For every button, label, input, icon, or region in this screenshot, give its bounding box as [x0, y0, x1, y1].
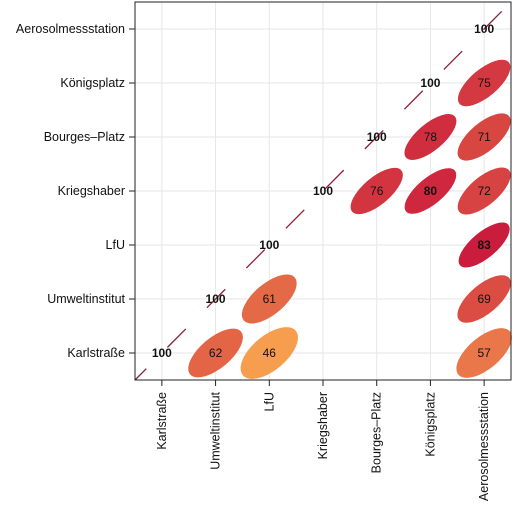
correlation-ellipse	[457, 275, 511, 323]
diagonal-dash-line	[134, 1, 512, 381]
diagonal-value-konigsplatz: 100	[420, 76, 440, 90]
y-axis-labels: Karlstraße Umweltinstitut LfU Kriegshaber Bo…	[16, 22, 135, 360]
correlation-ellipse	[350, 167, 403, 215]
diagonal-values: 100 100 100 100 100 100 100	[152, 22, 495, 360]
correlation-ellipse	[241, 274, 297, 324]
y-label-umweltinstitut: Umweltinstitut	[47, 292, 125, 306]
correlation-value: 75	[477, 76, 491, 90]
cell-umweltinstitut-lfu: 61	[241, 274, 297, 324]
correlation-value: 76	[370, 184, 384, 198]
correlation-value: 83	[477, 238, 491, 252]
correlation-value: 78	[424, 130, 438, 144]
y-label-konigsplatz: Königsplatz	[60, 76, 125, 90]
cell-bourges-platz-aerosolmessstation: 71	[457, 113, 511, 161]
correlation-value: 69	[477, 292, 491, 306]
cell-kriegshaber-konigsplatz: 80	[404, 168, 457, 214]
correlation-value: 57	[477, 346, 491, 360]
correlation-value: 62	[209, 346, 223, 360]
y-label-karlstrasse: Karlstraße	[67, 346, 125, 360]
x-label-kriegshaber: Kriegshaber	[316, 392, 330, 459]
correlation-ellipse	[240, 327, 298, 379]
cell-konigsplatz-aerosolmessstation: 75	[457, 59, 511, 107]
correlation-value: 61	[263, 292, 277, 306]
diagonal-value-aerosolmessstation: 100	[474, 22, 494, 36]
cell-kriegshaber-bourges-platz: 76	[350, 167, 403, 215]
diagonal-value-bourges-platz: 100	[367, 130, 387, 144]
diagonal-value-kriegshaber: 100	[313, 184, 333, 198]
correlation-value: 80	[424, 184, 438, 198]
cell-karlstrasse-umweltinstitut: 62	[188, 328, 243, 378]
cell-umweltinstitut-aerosolmessstation: 69	[457, 275, 511, 323]
correlation-ellipse	[404, 168, 457, 214]
correlation-ellipse	[404, 114, 457, 160]
x-label-konigsplatz: Königsplatz	[423, 392, 437, 457]
correlation-value: 46	[263, 346, 277, 360]
cell-karlstrasse-lfu: 46	[240, 327, 298, 379]
correlation-ellipse	[188, 328, 243, 378]
correlation-ellipse	[458, 222, 510, 268]
diagonal-value-umweltinstitut: 100	[206, 292, 226, 306]
y-label-aerosolmessstation: Aerosolmessstation	[16, 22, 125, 36]
correlation-ellipse	[457, 167, 511, 215]
cell-karlstrasse-aerosolmessstation: 57	[456, 328, 512, 378]
x-label-lfu: LfU	[262, 392, 276, 411]
correlation-ellipse	[457, 113, 511, 161]
correlation-cells: 61 69 62 46 57 83 76 80 72 78 71 75	[188, 59, 512, 379]
diagonal-value-lfu: 100	[259, 238, 279, 252]
x-axis-labels: Karlstraße Umweltinstitut LfU Kriegshaber Bo…	[155, 380, 491, 501]
correlation-value: 72	[477, 184, 491, 198]
correlation-ellipse	[457, 59, 511, 107]
correlation-value: 71	[477, 130, 491, 144]
x-label-bourges-platz: Bourges–Platz	[370, 392, 384, 473]
x-label-aerosolmessstation: Aerosolmessstation	[477, 392, 491, 501]
y-label-lfu: LfU	[106, 238, 125, 252]
cell-kriegshaber-aerosolmessstation: 72	[457, 167, 511, 215]
y-label-bourges-platz: Bourges–Platz	[44, 130, 125, 144]
correlation-ellipse	[456, 328, 512, 378]
x-label-umweltinstitut: Umweltinstitut	[209, 391, 223, 469]
cell-lfu-aerosolmessstation: 83	[458, 222, 510, 268]
diagonal-value-karlstrasse: 100	[152, 346, 172, 360]
x-label-karlstrasse: Karlstraße	[155, 392, 169, 450]
y-label-kriegshaber: Kriegshaber	[58, 184, 125, 198]
cell-bourges-platz-konigsplatz: 78	[404, 114, 457, 160]
